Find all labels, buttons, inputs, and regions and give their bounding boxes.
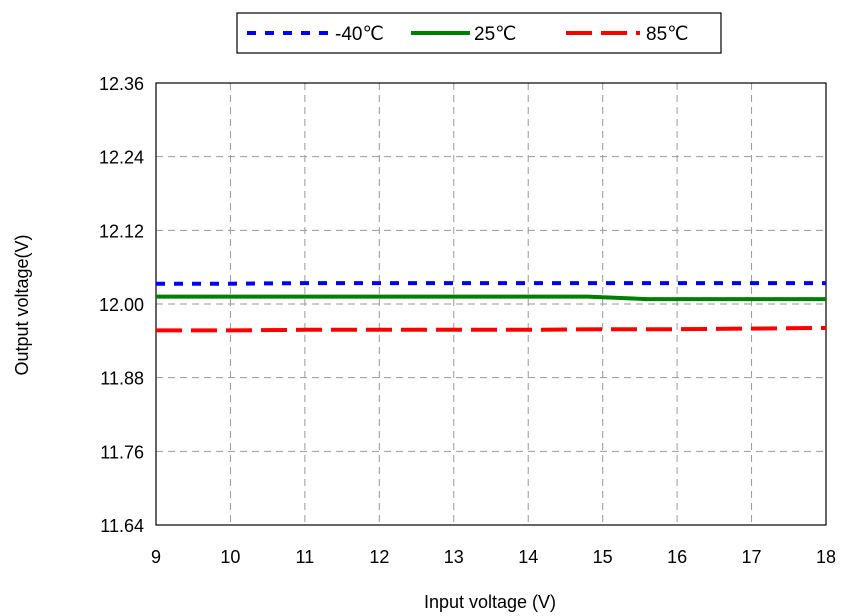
grid xyxy=(156,83,826,525)
series-line xyxy=(156,325,827,333)
y-axis-ticks: 11.64 11.76 11.88 12.00 12.12 12.24 12.36 xyxy=(99,74,144,536)
legend-label: 85℃ xyxy=(646,24,688,45)
x-axis-ticks: 9 10 11 12 13 14 15 16 17 18 xyxy=(151,547,836,567)
y-tick-label: 11.88 xyxy=(100,369,144,389)
x-tick-label: 10 xyxy=(220,547,240,567)
x-axis-title: Input voltage (V) xyxy=(424,592,556,612)
y-tick-label: 11.76 xyxy=(100,442,144,462)
y-tick-label: 12.24 xyxy=(99,148,144,168)
x-tick-label: 16 xyxy=(667,547,687,567)
y-axis-title: Output voltage(V) xyxy=(12,234,32,375)
x-tick-label: 18 xyxy=(816,547,836,567)
x-tick-label: 15 xyxy=(593,547,613,567)
legend: -40℃ 25℃ 85℃ xyxy=(236,12,722,54)
legend-label: 25℃ xyxy=(474,24,516,45)
x-tick-label: 11 xyxy=(296,547,315,567)
legend-box xyxy=(236,12,722,54)
legend-label: -40℃ xyxy=(335,24,384,45)
series-line xyxy=(156,294,826,302)
y-tick-label: 12.36 xyxy=(99,74,144,94)
series-lines xyxy=(156,281,827,333)
y-tick-label: 11.64 xyxy=(100,516,144,536)
series-line xyxy=(156,281,826,286)
x-tick-label: 13 xyxy=(444,547,464,567)
plot-area xyxy=(155,82,827,526)
x-tick-label: 17 xyxy=(742,547,762,567)
x-tick-label: 14 xyxy=(518,547,538,567)
x-tick-label: 9 xyxy=(151,547,161,567)
y-tick-label: 12.12 xyxy=(99,221,144,241)
x-tick-label: 12 xyxy=(369,547,389,567)
y-tick-label: 12.00 xyxy=(99,295,144,315)
